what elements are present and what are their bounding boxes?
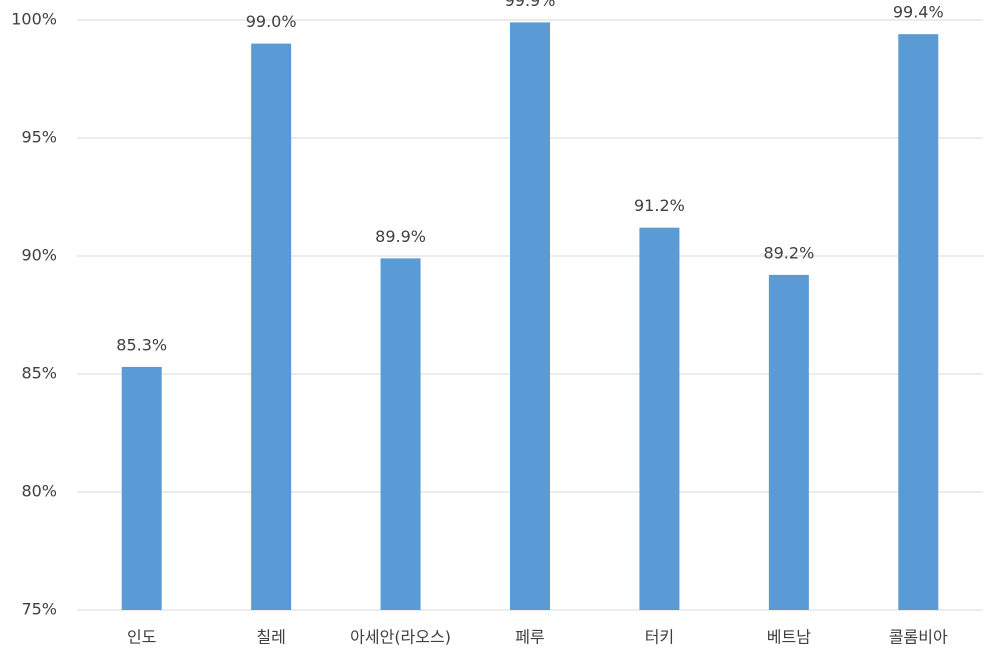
x-tick-label: 아세안(라오스) [350, 628, 451, 647]
y-tick-label: 100% [11, 10, 57, 29]
bar [639, 227, 680, 610]
x-tick-label: 베트남 [767, 628, 811, 647]
x-tick-label: 페루 [515, 628, 544, 647]
data-label: 91.2% [634, 196, 685, 215]
y-tick-label: 80% [21, 482, 57, 501]
bar [380, 258, 421, 610]
bar [251, 43, 292, 611]
data-label: 99.0% [246, 12, 297, 31]
bar [898, 34, 939, 611]
y-tick-label: 95% [21, 128, 57, 147]
data-label: 99.4% [893, 3, 944, 22]
y-tick-label: 75% [21, 600, 57, 619]
bar [121, 366, 162, 610]
bar [510, 22, 550, 611]
x-tick-label: 칠레 [256, 628, 285, 647]
data-label: 85.3% [116, 335, 167, 354]
data-label: 89.2% [763, 243, 814, 262]
data-label: 89.9% [375, 227, 426, 246]
x-tick-label: 터키 [645, 628, 674, 647]
x-tick-label: 인도 [127, 628, 156, 647]
y-tick-label: 85% [21, 364, 57, 383]
y-tick-label: 90% [21, 246, 57, 265]
data-label: 99.9% [505, 0, 556, 10]
bar [768, 274, 809, 610]
x-tick-label: 콜롬비아 [889, 628, 948, 647]
